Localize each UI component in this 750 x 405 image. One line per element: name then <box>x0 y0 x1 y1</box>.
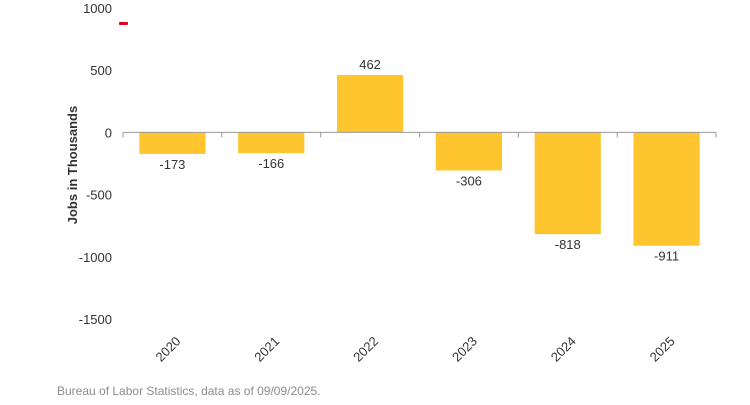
y-tick-label: -1500 <box>79 312 112 327</box>
bar-2021 <box>238 132 305 154</box>
y-axis-title: Jobs in Thousands <box>65 106 80 224</box>
data-labels: -173 -166 462 -306 -818 -911 <box>159 57 679 264</box>
bars <box>139 74 700 246</box>
legend-marker <box>119 22 128 25</box>
bar-2023 <box>435 132 503 171</box>
y-axis-ticks: 1000 500 0 -500 -1000 -1500 <box>79 1 112 327</box>
x-axis-ticks <box>122 132 717 138</box>
x-tick-label-2020: 2020 <box>152 334 183 365</box>
y-tick-label: 0 <box>105 125 112 140</box>
data-label-2023: -306 <box>456 173 482 188</box>
bar-chart: 1000 500 0 -500 -1000 -1500 -173 -166 462 -306 -8… <box>65 1 717 365</box>
data-label-2025: -911 <box>654 249 679 264</box>
x-tick-label-2024: 2024 <box>548 334 579 365</box>
x-axis-labels: 2020 2021 2022 2023 2024 2025 <box>152 334 677 365</box>
data-label-2021: -166 <box>258 156 284 171</box>
y-tick-label: 500 <box>90 63 112 78</box>
bar-2025 <box>633 132 700 246</box>
data-label-2024: -818 <box>555 237 581 252</box>
y-tick-label: -500 <box>86 188 112 203</box>
y-tick-label: -1000 <box>79 250 112 265</box>
x-tick-label-2023: 2023 <box>449 334 480 365</box>
x-tick-label-2021: 2021 <box>251 334 282 365</box>
bar-2020 <box>139 132 206 154</box>
data-label-2022: 462 <box>359 57 381 72</box>
data-label-2020: -173 <box>159 157 185 172</box>
source-note: Bureau of Labor Statistics, data as of 0… <box>57 384 321 398</box>
x-tick-label-2025: 2025 <box>647 334 678 365</box>
bar-2024 <box>534 132 601 235</box>
y-tick-label: 1000 <box>83 1 112 16</box>
x-tick-label-2022: 2022 <box>350 334 381 365</box>
bar-2022 <box>336 74 404 133</box>
